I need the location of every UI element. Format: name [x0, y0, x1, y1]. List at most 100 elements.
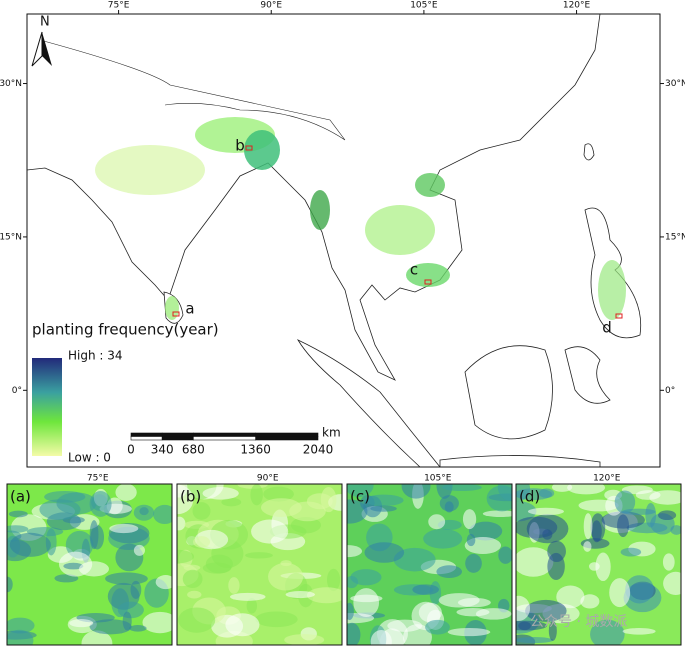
panel-patch [516, 620, 548, 631]
panel-patch [347, 484, 374, 498]
panel-lon-label: 105°E [424, 474, 452, 484]
panel-patch [155, 575, 172, 590]
panel-patch [347, 499, 368, 524]
lon-tick-label: 105°E [410, 1, 438, 11]
panel-image [347, 484, 512, 645]
detail-panel: (b) 90°E [176, 474, 343, 646]
panel-patch [129, 625, 147, 632]
scale-tick-label: 680 [182, 443, 205, 457]
watermark: 公众号 · 城数派 [530, 614, 627, 630]
panel-patch [588, 562, 600, 571]
panel-patch [177, 516, 186, 531]
sulawesi [564, 346, 611, 404]
site-label: b [235, 137, 245, 155]
panel-lon-label: 90°E [257, 474, 279, 484]
panel-patch [192, 502, 211, 520]
panel-patch [8, 510, 28, 518]
panel-patch [326, 568, 341, 592]
panel-patch [538, 488, 555, 499]
panel-patch [105, 572, 148, 586]
panel-patch [7, 576, 13, 593]
frequency-layer [95, 117, 626, 320]
panel-patch [353, 588, 380, 618]
panel-patch [525, 599, 567, 622]
panel-patch [516, 595, 531, 621]
site-label: d [602, 319, 612, 337]
north-arrow: N [31, 15, 52, 67]
panel-patch [178, 607, 216, 633]
panel-patch [7, 629, 34, 645]
green-area [95, 145, 205, 195]
panel-patch [617, 514, 630, 538]
panel-patch [142, 611, 172, 634]
panel-patch [133, 504, 155, 521]
panel-patch [284, 634, 325, 645]
panel-image [177, 484, 342, 645]
scale-tick-label: 2040 [303, 443, 334, 457]
detail-panel: (d) 120°E [515, 474, 682, 646]
scale-segment [193, 436, 256, 441]
panel-patch [609, 578, 631, 608]
panel-patch [583, 541, 592, 552]
panel-patch [89, 520, 99, 550]
panel-patch [81, 630, 113, 645]
panel-label: (a) [10, 488, 31, 506]
panel-patch [475, 608, 512, 620]
panel-patch [65, 530, 94, 559]
panel-patch [614, 490, 636, 514]
scale-segment [193, 432, 256, 437]
panel-image [516, 484, 681, 645]
panel-patch [245, 552, 273, 559]
panel-patch [347, 545, 363, 558]
scale-segment [130, 432, 163, 437]
scale-segment [161, 432, 194, 437]
panel-patch [595, 552, 611, 582]
panel-patch [497, 484, 512, 501]
panel-patch [187, 590, 202, 599]
panel-patch [580, 594, 600, 609]
scale-tick-label: 0 [127, 443, 135, 457]
borneo [464, 345, 553, 440]
legend-low: Low : 0 [68, 451, 111, 465]
legend-title: planting frequency(year) [32, 321, 219, 339]
detail-panel: (a) 75°E [6, 474, 173, 646]
panel-patch [625, 575, 654, 604]
panel-patch [79, 561, 109, 577]
lat-tick-label: 30°N [665, 79, 685, 89]
site-label: a [185, 300, 194, 318]
detail-panel: (c) 105°E [346, 474, 513, 646]
lon-tick-label: 75°E [108, 1, 130, 11]
panel-patch [7, 525, 29, 533]
panel-patch [193, 536, 211, 548]
panel-patch [447, 627, 491, 637]
panel-image [7, 484, 172, 645]
panel-patch [250, 484, 263, 506]
panel-patch [438, 593, 480, 608]
panel-patch [466, 533, 476, 547]
panel-patch [645, 502, 657, 528]
green-area [244, 130, 280, 170]
panel-label: (b) [180, 488, 201, 506]
panel-patch [7, 617, 35, 634]
panel-patch [69, 619, 94, 628]
panel-patch [412, 584, 439, 595]
panel-patch [462, 509, 477, 530]
panel-patch [662, 553, 675, 571]
panel-patch [177, 484, 194, 515]
panel-patch [526, 514, 569, 544]
panel-label: (c) [350, 488, 370, 506]
panel-patch [229, 592, 266, 601]
panel-patch [527, 507, 564, 516]
panel-patch [401, 484, 431, 499]
panel-patch [516, 501, 537, 522]
green-area [365, 205, 435, 255]
panel-patch [428, 514, 446, 530]
lon-tick-label: 90°E [260, 1, 282, 11]
scale-unit: km [322, 426, 341, 440]
panel-patch [202, 486, 239, 500]
panel-patch [153, 504, 172, 525]
site-label: c [410, 261, 418, 279]
panel-patch [251, 519, 289, 544]
panel-patch [425, 619, 450, 635]
